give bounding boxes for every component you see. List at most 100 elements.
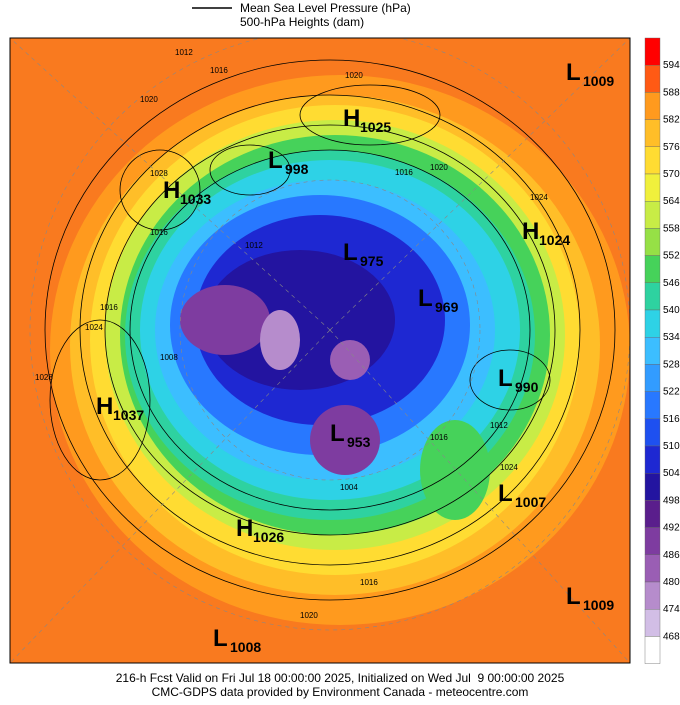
center-value: 953 <box>347 434 371 450</box>
colorbar-label: 486 <box>663 550 680 561</box>
colorbar-label: 540 <box>663 305 680 316</box>
center-value: 969 <box>435 299 459 315</box>
colorbar-label: 516 <box>663 414 680 425</box>
center-value: 1009 <box>583 73 614 89</box>
colorbar-swatch <box>644 609 661 637</box>
colorbar-swatch <box>644 64 661 93</box>
colorbar-label: 546 <box>663 278 680 289</box>
colorbar-swatch <box>644 364 661 392</box>
center-letter: L <box>418 285 433 312</box>
colorbar-swatch <box>644 636 661 664</box>
colorbar-label: 564 <box>663 196 680 207</box>
colorbar-swatch <box>644 200 661 229</box>
footer-line: CMC-GDPS data provided by Environment Ca… <box>152 685 529 699</box>
colorbar-swatch <box>644 255 661 284</box>
center-letter: L <box>213 625 228 652</box>
isobar-label: 1024 <box>530 193 548 202</box>
colorbar-label: 558 <box>663 223 680 234</box>
center-value: 1009 <box>583 597 614 613</box>
map-field <box>10 38 630 663</box>
isobar-label: 1020 <box>300 611 318 620</box>
colorbar-swatch <box>644 119 661 147</box>
colorbar: 594 588 582 576 570 564 558 552 546 540 534 528 522 5… <box>644 37 680 664</box>
center-letter: H <box>343 105 360 132</box>
colorbar-label: 588 <box>663 87 680 98</box>
center-letter: L <box>498 480 513 507</box>
center-value: 975 <box>360 253 384 269</box>
colorbar-label: 468 <box>663 631 680 642</box>
colorbar-swatch <box>644 37 661 66</box>
colorbar-swatch <box>644 146 661 175</box>
colorbar-swatch <box>644 282 661 311</box>
center-letter: L <box>343 239 358 266</box>
center-value: 1024 <box>539 232 570 248</box>
colorbar-swatch <box>644 445 661 474</box>
isobar-label: 1016 <box>360 578 378 587</box>
colorbar-label: 552 <box>663 251 680 262</box>
isobar-label: 1020 <box>140 95 158 104</box>
colorbar-label: 480 <box>663 577 680 588</box>
isobar-label: 1016 <box>395 168 413 177</box>
center-value: 1007 <box>515 494 546 510</box>
center-value: 1026 <box>253 529 284 545</box>
center-letter: H <box>236 515 253 542</box>
isobar-label: 1020 <box>430 163 448 172</box>
isobar-label: 1020 <box>345 71 363 80</box>
center-value: 1037 <box>113 407 144 423</box>
colorbar-label: 522 <box>663 387 680 398</box>
isobar-label: 1008 <box>160 353 178 362</box>
colorbar-label: 528 <box>663 359 680 370</box>
center-letter: L <box>566 583 581 610</box>
colorbar-label: 570 <box>663 169 680 180</box>
isobar-label: 1016 <box>150 228 168 237</box>
isobar-label: 1028 <box>35 373 53 382</box>
isobar-label: 1016 <box>100 303 118 312</box>
colorbar-swatch <box>644 554 661 583</box>
colorbar-swatch <box>644 391 661 420</box>
colorbar-swatch <box>644 92 661 120</box>
center-value: 1025 <box>360 119 391 135</box>
colorbar-swatch <box>644 418 661 447</box>
colorbar-swatch <box>644 500 661 528</box>
colorbar-swatch <box>644 581 661 610</box>
isobar-label: 1004 <box>340 483 358 492</box>
isobar-label: 1012 <box>490 421 508 430</box>
colorbar-label: 510 <box>663 441 680 452</box>
isobar-label: 1016 <box>210 66 228 75</box>
center-letter: L <box>498 365 513 392</box>
center-letter: H <box>522 218 539 245</box>
colorbar-swatch <box>644 527 661 555</box>
isobar-label: 1016 <box>430 433 448 442</box>
isobar-label: 1012 <box>245 241 263 250</box>
colorbar-label: 492 <box>663 523 680 534</box>
map-frame <box>9 37 631 664</box>
colorbar-label: 594 <box>663 60 680 71</box>
colorbar-label: 582 <box>663 115 680 126</box>
colorbar-label: 498 <box>663 495 680 506</box>
colorbar-label: 576 <box>663 142 680 153</box>
isobar-label: 1024 <box>85 323 103 332</box>
colorbar-swatch <box>644 228 661 256</box>
center-value: 1008 <box>230 639 261 655</box>
colorbar-swatch <box>644 309 661 338</box>
center-letter: L <box>330 420 345 447</box>
isobar-label: 1028 <box>150 169 168 178</box>
center-letter: H <box>96 393 113 420</box>
legend-entry: Mean Sea Level Pressure (hPa) <box>240 1 411 15</box>
colorbar-label: 534 <box>663 332 680 343</box>
footer-line: 216-h Fcst Valid on Fri Jul 18 00:00:00 … <box>116 671 565 685</box>
center-value: 998 <box>285 161 309 177</box>
center-value: 990 <box>515 379 539 395</box>
center-letter: L <box>566 59 581 86</box>
colorbar-label: 504 <box>663 468 680 479</box>
colorbar-swatch <box>644 473 661 501</box>
legend-entry: 500-hPa Heights (dam) <box>240 15 364 29</box>
colorbar-swatch <box>644 173 661 202</box>
center-letter: L <box>268 147 283 174</box>
colorbar-swatch <box>644 337 661 365</box>
center-value: 1033 <box>180 191 211 207</box>
isobar-label: 1012 <box>175 48 193 57</box>
isobar-label: 1024 <box>500 463 518 472</box>
colorbar-label: 474 <box>663 604 680 615</box>
